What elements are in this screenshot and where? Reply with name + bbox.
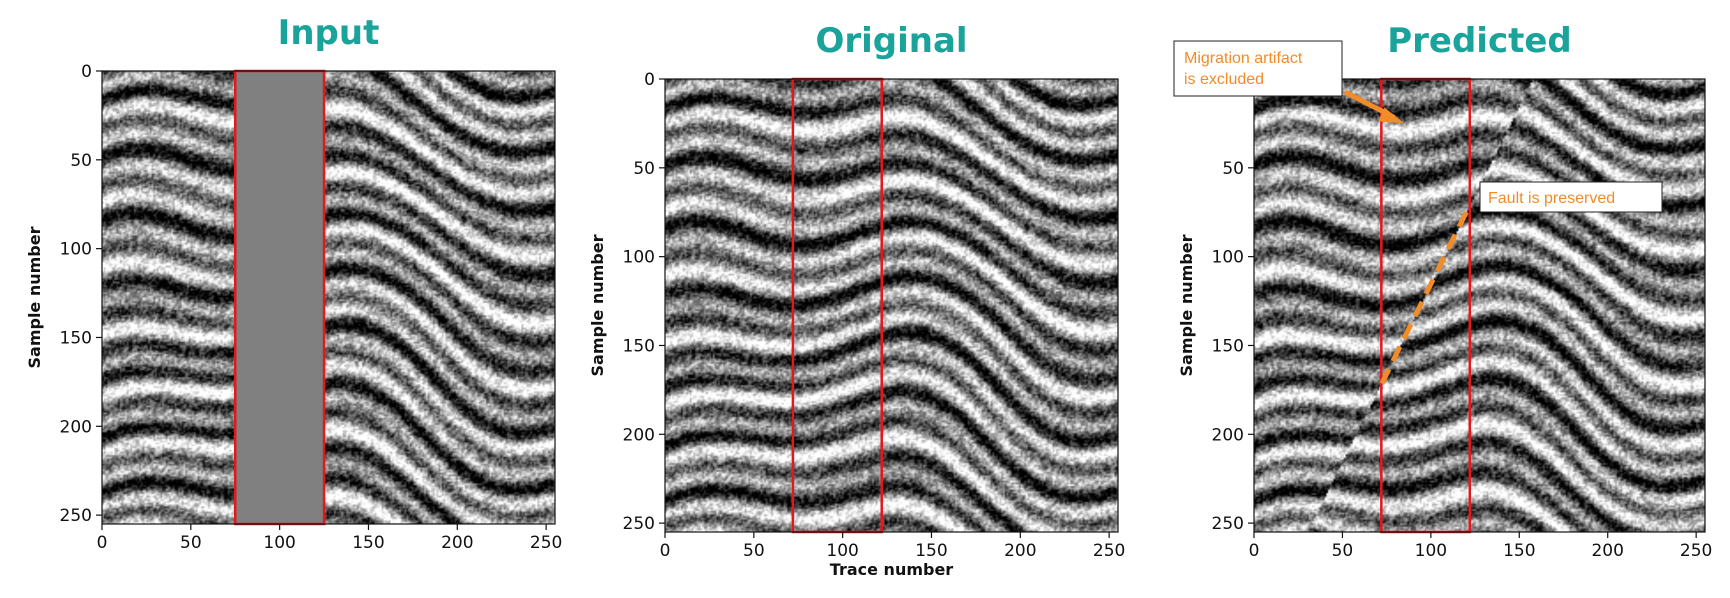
y-tick-label: 100 bbox=[60, 240, 92, 260]
y-axis-label: Sample number bbox=[1177, 234, 1196, 376]
x-tick-label: 100 bbox=[826, 541, 858, 561]
panel-title: Input bbox=[278, 13, 380, 53]
x-tick-label: 0 bbox=[660, 541, 671, 561]
x-tick-label: 50 bbox=[180, 533, 202, 553]
annotation-arrow-head bbox=[1378, 107, 1405, 124]
x-tick-label: 200 bbox=[441, 533, 473, 553]
x-tick-label: 0 bbox=[1249, 541, 1260, 561]
panel-2: Predicted 0 50 100 150 200 250 50 100 150 200 250 Sa… bbox=[1177, 21, 1712, 561]
annotation-text-fault: Fault is preserved bbox=[1488, 190, 1615, 207]
y-tick-label: 200 bbox=[1212, 425, 1244, 445]
fault-dashed-line bbox=[1379, 211, 1469, 386]
x-axis-label: Trace number bbox=[830, 560, 954, 579]
x-tick-label: 250 bbox=[530, 533, 562, 553]
y-tick-label: 200 bbox=[623, 425, 655, 445]
axes-frame bbox=[1253, 78, 1706, 533]
y-axis-label: Sample number bbox=[25, 226, 44, 368]
x-tick-label: 150 bbox=[915, 541, 947, 561]
x-tick-label: 0 bbox=[97, 533, 108, 553]
y-tick-label: 0 bbox=[644, 70, 655, 90]
y-tick-label: 150 bbox=[1212, 336, 1244, 356]
seismic-heatmap bbox=[102, 71, 555, 524]
annotation-box-fault bbox=[1479, 181, 1663, 213]
y-tick-label: 50 bbox=[633, 159, 655, 179]
panel-title: Predicted bbox=[1387, 21, 1572, 61]
x-tick-label: 200 bbox=[1591, 541, 1623, 561]
seismic-heatmap bbox=[665, 79, 1118, 532]
x-tick-label: 250 bbox=[1093, 541, 1125, 561]
x-tick-label: 50 bbox=[1332, 541, 1354, 561]
y-tick-label: 150 bbox=[60, 328, 92, 348]
annotation-box-migration bbox=[1173, 40, 1343, 97]
y-tick-label: 100 bbox=[1212, 248, 1244, 268]
panel-title: Original bbox=[815, 21, 967, 61]
y-axis-label: Sample number bbox=[588, 234, 607, 376]
axes-frame bbox=[664, 78, 1119, 533]
y-tick-label: 250 bbox=[1212, 514, 1244, 534]
seismic-heatmap bbox=[1254, 79, 1705, 532]
x-tick-label: 150 bbox=[1503, 541, 1535, 561]
x-tick-label: 100 bbox=[263, 533, 295, 553]
y-tick-label: 50 bbox=[1222, 159, 1244, 179]
y-tick-label: 250 bbox=[60, 506, 92, 526]
y-tick-label: 50 bbox=[70, 151, 92, 171]
x-tick-label: 150 bbox=[352, 533, 384, 553]
axes-frame bbox=[101, 70, 556, 525]
y-tick-label: 100 bbox=[623, 248, 655, 268]
annotation-text-migration: Migration artifact bbox=[1184, 50, 1303, 67]
x-tick-label: 100 bbox=[1415, 541, 1447, 561]
annotation-text-migration: is excluded bbox=[1184, 71, 1264, 88]
y-tick-label: 250 bbox=[623, 514, 655, 534]
x-tick-label: 250 bbox=[1680, 541, 1712, 561]
x-tick-label: 50 bbox=[743, 541, 765, 561]
y-tick-label: 200 bbox=[60, 417, 92, 437]
x-tick-label: 200 bbox=[1004, 541, 1036, 561]
masked-region bbox=[235, 71, 325, 524]
y-tick-label: 150 bbox=[623, 336, 655, 356]
y-tick-label: 0 bbox=[81, 62, 92, 82]
